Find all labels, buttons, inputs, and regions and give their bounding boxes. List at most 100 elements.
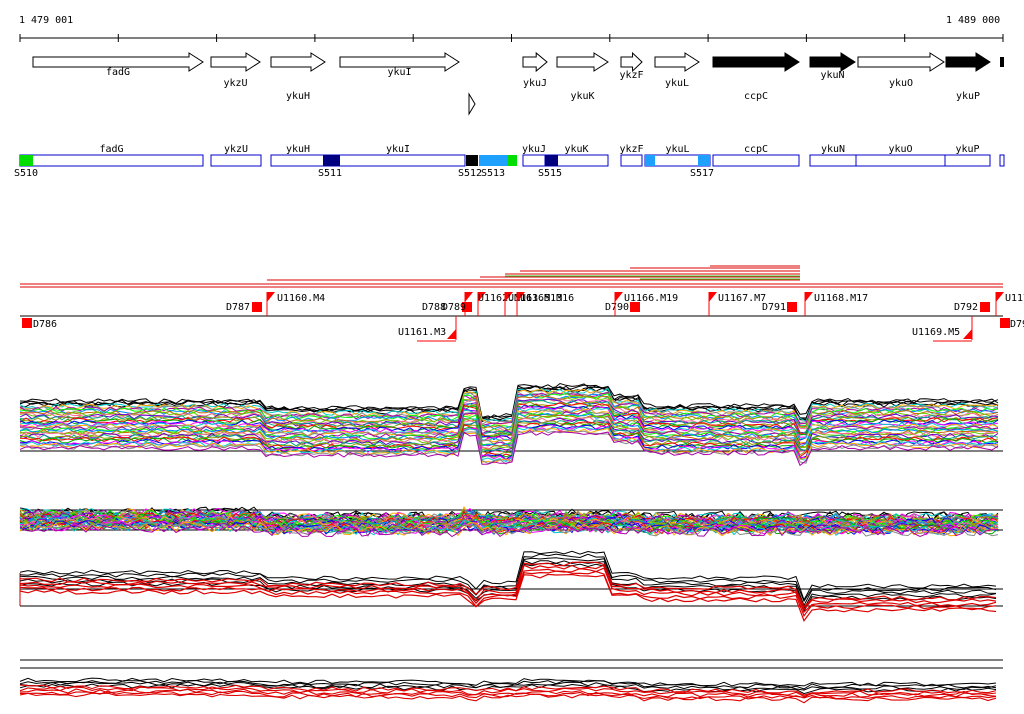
marker-D787[interactable]: D787 [226,302,262,313]
marker-U1161.M3[interactable]: U1161.M3 [398,316,457,342]
expression-trace [19,507,999,523]
gene-box-ykzU[interactable]: ykzU [210,144,262,167]
gene-box-ykuO[interactable]: ykuO [855,144,946,167]
segment-S511[interactable]: S511 [318,155,342,179]
gene-box-rect [944,154,991,167]
marker-flag [963,329,972,339]
marker-U1167.M7[interactable]: U1167.M7 [708,292,766,316]
gene-arrow-shape [620,51,643,73]
gene-arrow-ykuO[interactable]: ykuO [857,52,945,89]
gene-box-label: ykuO [888,144,912,155]
marker-D786[interactable]: D786 [22,318,57,330]
segment-block [20,155,33,166]
marker-U1160.M4[interactable]: U1160.M4 [266,292,325,316]
expression-trace [19,573,997,622]
gene-box-rect [19,154,204,167]
expression-panel-1 [19,382,1003,467]
expression-trace [19,684,997,696]
marker-U1168.M17[interactable]: U1168.M17 [804,292,868,316]
marker-D791[interactable]: D791 [762,302,797,313]
gene-arrow-label: ykuP [956,91,980,102]
marker-D789[interactable]: D789 [442,292,473,316]
marker-label: U1165.M16 [520,293,574,304]
segment-label: S510 [14,168,38,179]
gene-box-ykuI[interactable]: ykuI [324,144,466,167]
gene-box-label: ykuP [955,144,979,155]
gene-arrow-label: ccpC [744,91,768,102]
segment-S513[interactable]: S513 [479,155,507,179]
gene-box-rect [620,154,643,167]
gene-box-ykzF[interactable]: ykzF [619,144,644,167]
gene-arrow-shape [809,52,856,72]
marker-flag [447,329,456,339]
gene-box-ykuH[interactable]: ykuH [270,144,326,167]
segment-S512[interactable]: S512 [458,155,482,179]
gene-arrow-label: ykuI [387,67,411,78]
segment-label: S513 [481,168,505,179]
marker-label: D787 [226,302,250,313]
gene-arrow-label: ykzF [619,70,643,81]
gene-box-label: ykuI [386,144,410,155]
gene-arrow-ykuL[interactable]: ykuL [654,52,700,89]
gene-arrow-ykuN[interactable]: ykuN [809,52,856,81]
marker-U1163.M13[interactable]: U1163.M13 [504,292,562,316]
gene-arrow-shape [654,52,700,72]
segment-S510[interactable]: S510 [14,155,38,179]
marker-U1165.M16[interactable]: U1165.M16 [516,292,574,316]
marker-label: U1163.M13 [508,293,562,304]
gene-arrow-shape [522,51,548,73]
marker-label: D79 [1010,319,1024,330]
expression-trace [20,561,997,608]
marker-track: D787U1160.M4D788D789U1162.M16U1163.M13U1… [22,292,1024,342]
gene-arrow-ykuK[interactable]: ykuK [556,52,609,102]
gene-box-rect [522,154,546,167]
gene-box-ykuN[interactable]: ykuN [809,144,857,167]
gene-box-ccpC[interactable]: ccpC [712,144,800,167]
expression-trace [19,688,997,698]
gene-box-fadG[interactable]: fadG [19,144,204,167]
marker-U117[interactable]: U117 [995,292,1024,316]
gene-arrow-ykuJ[interactable]: ykuJ [522,51,548,89]
segment-S517[interactable]: S517 [690,155,714,179]
marker-flag [267,292,275,302]
marker-U1169.M5[interactable]: U1169.M5 [912,316,973,342]
gene-arrow-ykuH[interactable]: ykuH [270,52,326,102]
gene-arrow-fadG[interactable]: fadG [32,52,204,78]
marker-flag [462,302,472,312]
marker-D790[interactable]: D790 [605,302,640,313]
marker-D788[interactable]: D788 [422,302,472,313]
gene-box-ykuP[interactable]: ykuP [944,144,991,167]
marker-label: U1166.M19 [624,293,678,304]
marker-flag [709,292,717,302]
marker-flag [787,302,797,312]
gene-arrow-ykzU[interactable]: ykzU [210,52,261,89]
expression-trace [19,428,999,465]
marker-U1166.M19[interactable]: U1166.M19 [614,292,678,316]
expression-trace [19,677,997,687]
gene-box-label: ykuL [665,144,689,155]
gene-arrow-label: fadG [106,67,130,78]
marker-D79[interactable]: D79 [1000,318,1024,330]
marker-flag [22,318,32,328]
expression-trace [19,559,997,610]
gene-box-rect [270,154,326,167]
marker-D792[interactable]: D792 [954,302,990,313]
expression-panel-4 [19,659,1003,704]
marker-label: D791 [762,302,786,313]
gene-arrow-shape [270,52,326,72]
expression-trace [20,426,999,463]
gene-arrow-edge [1000,57,1004,67]
gene-arrow-ykuP[interactable]: ykuP [945,52,991,102]
gene-arrow-ykzF[interactable]: ykzF [619,51,644,81]
gene-arrow-label: ykuK [570,91,594,102]
marker-label: U117 [1005,293,1024,304]
expression-trace [19,405,999,442]
gene-arrow-shape [712,52,800,72]
marker-label: D790 [605,302,629,313]
segment-S515[interactable]: S515 [538,155,562,179]
gene-box-ykuJ[interactable]: ykuJ [522,144,546,167]
gene-arrow-ccpC[interactable]: ccpC [712,52,800,102]
expression-trace [19,570,997,618]
gene-arrow-ykuI[interactable]: ykuI [339,52,460,78]
gene-arrow-shape [556,52,609,72]
